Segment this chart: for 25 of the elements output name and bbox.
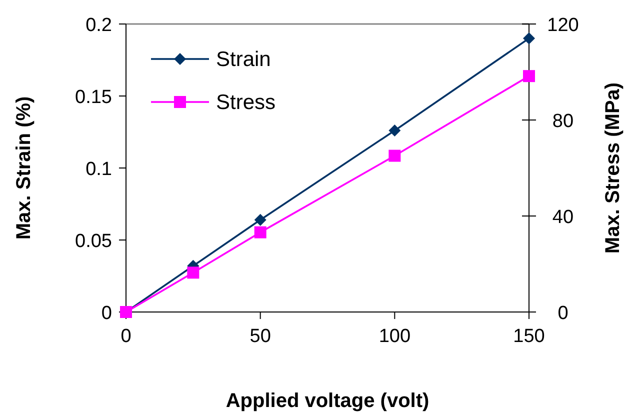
x-tick-label: 50: [250, 326, 271, 347]
point: [254, 214, 266, 226]
point: [187, 266, 200, 279]
y2-tick-label: 80: [552, 111, 574, 132]
point: [523, 70, 535, 82]
legend-label: Strain: [216, 48, 271, 71]
y2-tick-label: 120: [547, 15, 579, 36]
x-tick-label: 100: [378, 326, 411, 347]
point: [254, 226, 266, 238]
y-tick-label: 0.15: [75, 87, 112, 108]
legend-label: Stress: [216, 91, 276, 114]
x-tick-label: 0: [120, 326, 132, 347]
y-tick-label: 0.2: [86, 15, 112, 36]
y2-axis-title: Max. Stress (MPa): [602, 82, 624, 254]
y2-tick-label: 0: [558, 303, 568, 324]
x-axis-title: Applied voltage (volt): [226, 390, 430, 412]
point: [388, 124, 401, 137]
y-tick-label: 0: [101, 303, 112, 324]
x-tick-label: 150: [513, 326, 545, 347]
y2-tick-label: 40: [552, 207, 574, 228]
y-tick-label: 0.1: [86, 159, 112, 180]
point: [523, 32, 535, 44]
point: [388, 150, 401, 162]
y-axis-title: Max. Strain (%): [13, 96, 35, 240]
y-tick-label: 0.05: [75, 231, 112, 252]
